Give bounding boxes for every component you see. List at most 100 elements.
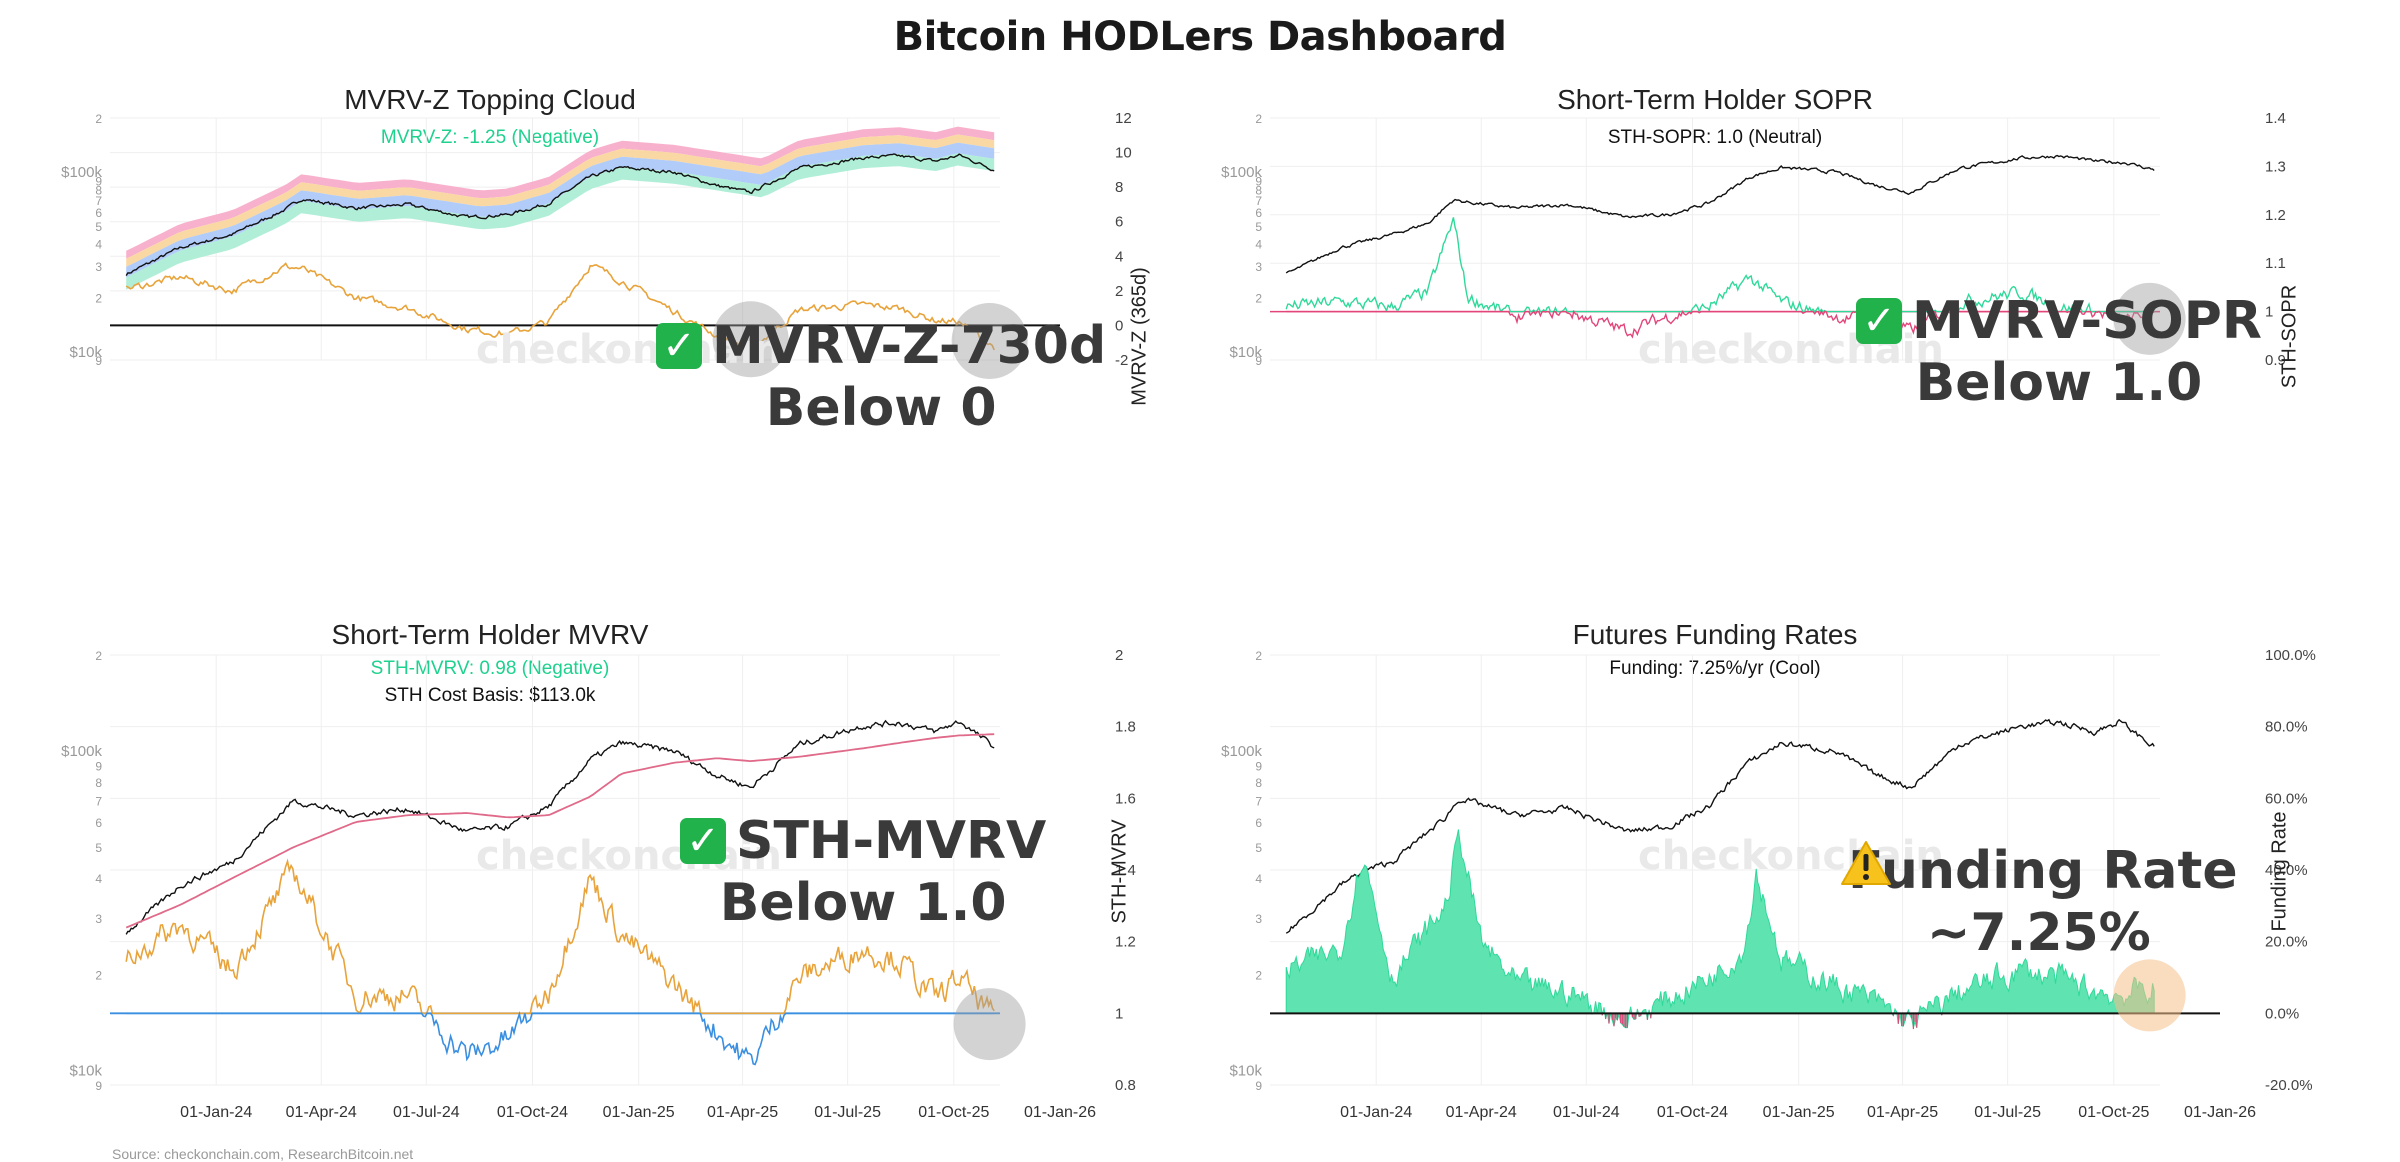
callout: ✓ STH-MVRV Below 1.0 (680, 810, 1046, 934)
mvrv-z-line (125, 262, 995, 351)
dashboard-title: Bitcoin HODLers Dashboard (893, 14, 1507, 60)
price-tick-label: 6 (95, 816, 102, 830)
y-tick-label: 1 (1115, 1005, 1123, 1022)
funding-area (1285, 829, 2155, 1029)
price-tick-label: 2 (1255, 649, 1262, 663)
callout-line2: Below 1.0 (719, 873, 1007, 933)
y-tick-label: 1.3 (2265, 158, 2286, 175)
x-tick-label: 01-Oct-25 (918, 1104, 989, 1121)
highlight-circle (712, 301, 789, 378)
y-tick-label: 10 (1115, 145, 1132, 162)
y-tick-label: 4 (1115, 248, 1123, 265)
y-tick-label: 0.9 (2265, 352, 2286, 369)
callout: ✓ MVRV-SOPR Below 1.0 (1856, 290, 2262, 414)
x-tick-label: 01-Apr-24 (1446, 1104, 1517, 1121)
callout: ✓ MVRV-Z-730d Below 0 (656, 315, 1106, 439)
price-tick-label: 4 (1255, 872, 1262, 886)
price-tick-label: 2 (1255, 968, 1262, 982)
x-tick-label: 01-Apr-25 (1867, 1104, 1938, 1121)
x-tick-label: 01-Jan-26 (1024, 1104, 1096, 1121)
price-tick-label: $100k (1221, 743, 1262, 760)
callout: Funding Rate ~7.25% (1840, 840, 2238, 964)
price-tick-label: 2 (95, 968, 102, 982)
price-tick-label: 9 (1255, 354, 1262, 368)
y-axis-title: MVRV-Z (365d) (1128, 267, 1151, 406)
y-tick-label: -20.0% (2265, 1077, 2313, 1094)
x-tick-label: 01-Oct-24 (1657, 1104, 1728, 1121)
y-tick-label: 1.8 (1115, 719, 1136, 736)
y-tick-label: 1 (2265, 304, 2273, 321)
x-tick-label: 01-Jul-25 (1974, 1104, 2041, 1121)
price-tick-label: 2 (95, 112, 102, 126)
price-tick-label: 4 (95, 238, 102, 252)
y-tick-label: 1.2 (2265, 207, 2286, 224)
price-tick-label: $10k (69, 344, 102, 361)
y-tick-label: 1.2 (1115, 934, 1136, 951)
callout-line2: Below 1.0 (1915, 353, 2203, 413)
panel-title: Futures Funding Rates (1572, 619, 1858, 650)
y-axis-title: STH-MVRV (1108, 819, 1131, 924)
price-tick-label: $100k (61, 743, 102, 760)
y-tick-label: 6 (1115, 214, 1123, 231)
callout-line1: Funding Rate (1848, 841, 2238, 901)
watermark: checkonchain (476, 327, 782, 373)
price-tick-label: 6 (95, 206, 102, 220)
price-tick-label: 7 (95, 194, 102, 208)
panel-sth-mvrv: Short-Term Holder MVRV STH-MVRV: 0.98 (N… (40, 615, 1150, 1155)
y-tick-label: 1.4 (2265, 110, 2286, 127)
y-tick-label: 2 (1115, 647, 1123, 664)
price-tick-label: 7 (1255, 795, 1262, 809)
price-tick-label: 8 (1255, 184, 1262, 198)
y-axis-title: STH-SOPR (2278, 284, 2301, 389)
btc-price-line (125, 719, 995, 935)
y-axis-title: Funding Rate (2268, 811, 2291, 932)
price-tick-label: 9 (95, 354, 102, 368)
y-tick-label: 2 (1115, 283, 1123, 300)
panel-funding-rates: Futures Funding Rates Funding: 7.25%/yr … (1200, 615, 2316, 1155)
panel-subtitle: MVRV-Z: -1.25 (Negative) (380, 127, 600, 148)
sopr-below-line (1286, 309, 2155, 339)
panel-subtitle: STH-SOPR: 1.0 (Neutral) (1607, 127, 1823, 148)
panel-mvrv-z: MVRV-Z Topping Cloud MVRV-Z: -1.25 (Nega… (40, 80, 1150, 580)
price-tick-label: 2 (95, 292, 102, 306)
price-tick-label: 8 (95, 776, 102, 790)
callout-line2: ~7.25% (1926, 903, 2151, 963)
sth-mvrv-below-line (126, 1011, 995, 1066)
x-tick-label: 01-Apr-24 (286, 1104, 357, 1121)
y-tick-label: 1.4 (1115, 862, 1136, 879)
price-tick-label: 9 (95, 174, 102, 188)
x-tick-label: 01-Jul-25 (814, 1104, 881, 1121)
y-tick-label: 100.0% (2265, 647, 2316, 664)
price-tick-label: 2 (1255, 112, 1262, 126)
source-note: Source: checkonchain.com, ResearchBitcoi… (112, 1146, 414, 1162)
y-tick-label: 80.0% (2265, 719, 2308, 736)
btc-price-line (1285, 154, 2155, 274)
y-tick-label: 0.8 (1115, 1077, 1136, 1094)
y-tick-label: 1.6 (1115, 790, 1136, 807)
x-tick-label: 01-Jul-24 (1553, 1104, 1620, 1121)
y-tick-label: 8 (1115, 179, 1123, 196)
price-tick-label: 5 (1255, 220, 1262, 234)
highlight-circle (951, 302, 1028, 379)
price-tick-label: $10k (69, 1062, 102, 1079)
price-tick-label: 3 (1255, 912, 1262, 926)
y-tick-label: 0 (1115, 317, 1123, 334)
price-tick-label: $10k (1229, 1062, 1262, 1079)
y-tick-label: 60.0% (2265, 790, 2308, 807)
callout-line2: Below 0 (765, 378, 997, 438)
price-tick-label: 3 (95, 260, 102, 274)
highlight-circle (2113, 282, 2186, 355)
price-tick-label: 9 (95, 760, 102, 774)
price-tick-label: 7 (1255, 194, 1262, 208)
check-icon: ✓ (680, 818, 726, 864)
y-tick-label: 1.1 (2265, 255, 2286, 272)
x-tick-label: 01-Jan-24 (1340, 1104, 1412, 1121)
panel-subtitle: STH-MVRV: 0.98 (Negative) (370, 658, 610, 679)
price-tick-label: $100k (1221, 164, 1262, 181)
price-tick-label: 3 (95, 912, 102, 926)
x-tick-label: 01-Jan-24 (180, 1104, 252, 1121)
y-tick-label: 0.0% (2265, 1005, 2299, 1022)
y-tick-label: 40.0% (2265, 862, 2308, 879)
check-icon: ✓ (656, 323, 702, 369)
